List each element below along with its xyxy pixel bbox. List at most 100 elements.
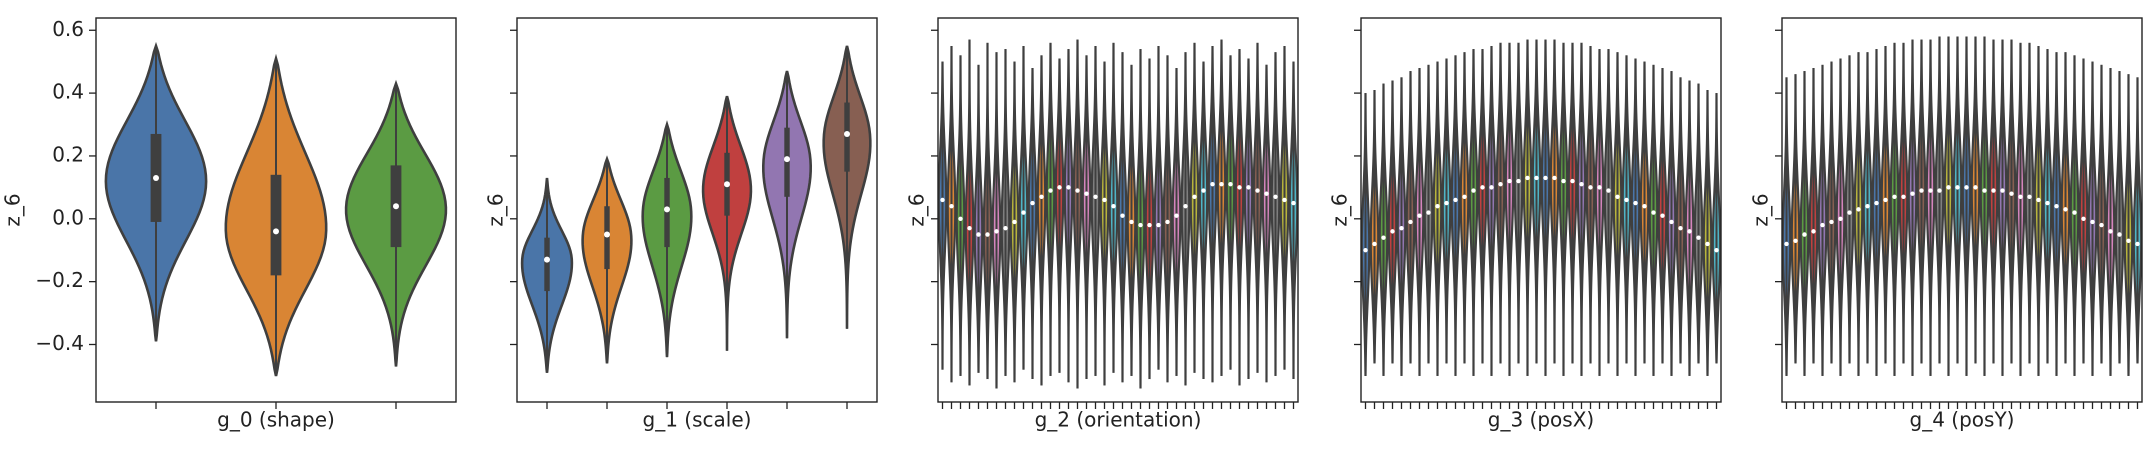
iqr-box <box>270 174 282 276</box>
violins <box>104 41 448 377</box>
median-dot <box>1012 219 1017 225</box>
median-dot <box>1435 204 1440 209</box>
median-dot <box>1075 188 1080 193</box>
median-dot <box>2036 197 2041 203</box>
iqr-box <box>844 102 850 172</box>
y-tick-label: 0.4 <box>52 80 84 104</box>
median-dot <box>1057 185 1062 190</box>
median-dot <box>1552 175 1557 181</box>
median-dot <box>2027 194 2032 200</box>
median-dot <box>724 181 730 188</box>
x-axis-label: g_1 (scale) <box>643 408 752 432</box>
axes-frame <box>1360 17 1722 403</box>
median-dot <box>1264 191 1269 196</box>
median-dot <box>1165 219 1170 225</box>
median-dot <box>2045 200 2050 206</box>
y-axis-label: z_6 <box>1749 193 1773 226</box>
median-dot <box>1955 185 1960 190</box>
median-dot <box>1453 197 1458 203</box>
median-dot <box>1039 194 1044 200</box>
median-dot <box>1444 200 1449 206</box>
median-dot <box>2000 188 2005 193</box>
median-dot <box>2117 232 2122 237</box>
median-dot <box>1705 241 1710 247</box>
median-dot <box>940 197 945 203</box>
median-dot <box>1624 197 1629 203</box>
median-dot <box>1480 185 1485 190</box>
median-dot <box>2081 216 2086 221</box>
median-dot <box>1820 222 1825 228</box>
median-dot <box>1111 204 1116 209</box>
median-dot <box>2126 238 2131 243</box>
median-dot <box>958 216 963 221</box>
median-dot <box>1183 204 1188 209</box>
median-dot <box>2054 204 2059 209</box>
violins <box>937 39 1299 389</box>
median-dot <box>1991 188 1996 193</box>
median-dot <box>1964 185 1969 190</box>
median-dot <box>604 231 610 238</box>
violins <box>520 45 872 373</box>
y-tick-label: 0.6 <box>52 17 84 41</box>
median-dot <box>1525 175 1530 181</box>
median-dot <box>1543 175 1548 181</box>
median-dot <box>2090 219 2095 225</box>
median-dot <box>1255 188 1260 193</box>
median-dot <box>1588 185 1593 190</box>
median-dot <box>1489 185 1494 190</box>
median-dot <box>544 256 550 263</box>
median-dot <box>1919 188 1924 193</box>
x-axis-label: g_2 (orientation) <box>1035 408 1202 432</box>
median-dot <box>1856 207 1861 212</box>
median-dot <box>2135 241 2140 247</box>
median-dot <box>1687 229 1692 234</box>
median-dot <box>1597 185 1602 190</box>
median-dot <box>1066 185 1071 190</box>
median-dot <box>664 206 670 213</box>
median-dot <box>1381 235 1386 240</box>
median-dot <box>2009 191 2014 196</box>
median-dot <box>784 156 790 163</box>
median-dot <box>1363 248 1368 253</box>
median-dot <box>1138 222 1143 228</box>
median-dot <box>1910 191 1915 196</box>
median-dot <box>1642 204 1647 209</box>
median-dot <box>1669 219 1674 225</box>
median-dot <box>985 232 990 237</box>
x-axis-label: g_3 (posX) <box>1488 408 1594 432</box>
median-dot <box>1372 241 1377 247</box>
iqr-box <box>604 206 610 270</box>
median-dot <box>1426 210 1431 215</box>
median-dot <box>1579 182 1584 187</box>
median-dot <box>1237 185 1242 190</box>
median-dot <box>1462 194 1467 200</box>
violins <box>1781 36 2143 376</box>
y-axis-label: z_6 <box>905 193 929 226</box>
median-dot <box>1847 210 1852 215</box>
median-dot <box>1892 194 1897 200</box>
iqr-box <box>544 237 550 292</box>
median-dot <box>2063 207 2068 212</box>
y-axis-label: z_6 <box>1 193 25 226</box>
median-dot <box>1282 197 1287 203</box>
median-dot <box>1696 235 1701 240</box>
median-dot <box>2099 222 2104 228</box>
median-dot <box>1937 188 1942 193</box>
median-dot <box>1147 222 1152 228</box>
median-dot <box>1174 213 1179 218</box>
median-dot <box>1561 178 1566 184</box>
median-dot <box>1228 182 1233 187</box>
median-dot <box>1030 200 1035 206</box>
median-dot <box>2072 210 2077 215</box>
median-dot <box>1633 200 1638 206</box>
median-dot <box>1120 213 1125 218</box>
median-dot <box>1714 248 1719 253</box>
x-axis-label: g_0 (shape) <box>217 408 335 432</box>
median-dot <box>1982 188 1987 193</box>
median-dot <box>1534 175 1539 181</box>
median-dot <box>1129 219 1134 225</box>
y-axis-label: z_6 <box>1328 193 1352 226</box>
median-dot <box>1102 197 1107 203</box>
